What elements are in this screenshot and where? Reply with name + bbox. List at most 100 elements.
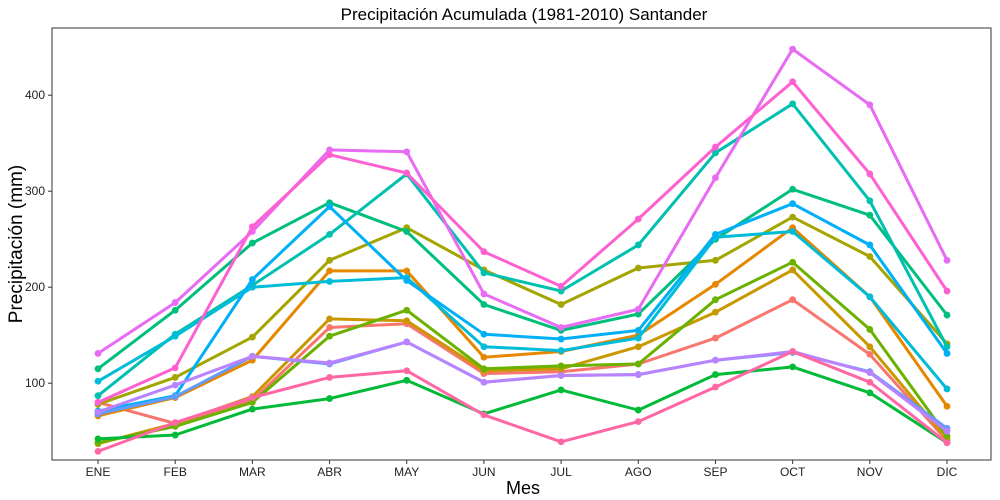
data-point xyxy=(248,399,256,406)
data-point xyxy=(712,371,719,378)
data-point xyxy=(866,343,874,351)
x-tick-label: ENE xyxy=(86,465,111,479)
data-point xyxy=(634,241,642,249)
data-point xyxy=(326,332,333,340)
y-tick-label: 100 xyxy=(25,376,45,390)
data-point xyxy=(403,267,411,275)
data-point xyxy=(866,253,874,260)
data-point xyxy=(403,306,411,314)
y-tick-label: 400 xyxy=(25,88,45,102)
data-point xyxy=(634,343,642,351)
x-axis-ticks: ENE FEB MAR ABR MAY JUN JUL AGO SEP OCT NOV DIC xyxy=(86,460,958,479)
data-point xyxy=(789,213,797,221)
data-point xyxy=(634,418,642,425)
data-point xyxy=(480,290,488,298)
data-point xyxy=(557,282,565,290)
data-point xyxy=(712,280,719,288)
x-tick-label: NOV xyxy=(857,465,883,479)
data-point xyxy=(171,364,179,372)
x-tick-label: MAY xyxy=(394,465,419,479)
series-line xyxy=(96,226,949,418)
data-point xyxy=(712,149,719,157)
data-point xyxy=(403,277,411,284)
data-point xyxy=(866,211,874,219)
data-point xyxy=(403,317,411,325)
x-axis-title: Mes xyxy=(506,478,540,498)
data-point xyxy=(403,367,411,375)
data-point xyxy=(480,330,488,338)
data-point xyxy=(712,143,719,151)
data-point xyxy=(480,353,488,361)
data-point xyxy=(634,327,642,334)
data-point xyxy=(712,256,719,264)
data-point xyxy=(248,283,256,291)
data-point xyxy=(789,78,797,86)
y-axis-title: Precipitación (mm) xyxy=(6,165,27,323)
data-point xyxy=(789,45,797,53)
data-point xyxy=(326,146,333,154)
data-point xyxy=(557,324,565,331)
series-6 xyxy=(94,363,951,447)
data-point xyxy=(171,393,179,401)
data-point xyxy=(789,200,797,208)
data-point xyxy=(866,241,874,249)
data-point xyxy=(326,395,333,402)
data-point xyxy=(403,148,411,156)
data-point xyxy=(171,299,179,306)
data-point xyxy=(557,438,565,446)
data-point xyxy=(789,266,797,274)
series-line xyxy=(96,47,949,355)
data-point xyxy=(866,389,874,397)
series-line xyxy=(96,230,949,391)
data-point xyxy=(326,278,333,285)
data-point xyxy=(712,296,719,304)
data-point xyxy=(943,402,951,410)
data-point xyxy=(557,287,565,295)
data-point xyxy=(866,378,874,386)
data-point xyxy=(866,170,874,178)
data-point xyxy=(634,215,642,223)
data-point xyxy=(326,374,333,381)
data-point xyxy=(712,308,719,316)
data-point xyxy=(943,439,951,447)
data-point xyxy=(789,228,797,235)
data-point xyxy=(171,332,179,340)
series-line xyxy=(96,365,949,445)
data-point xyxy=(712,383,719,391)
data-point xyxy=(403,376,411,384)
x-tick-label: SEP xyxy=(703,465,727,479)
series-15 xyxy=(94,348,951,455)
data-point xyxy=(480,343,488,351)
data-point xyxy=(943,343,951,351)
data-point xyxy=(94,408,102,416)
data-point xyxy=(403,338,411,346)
data-point xyxy=(634,305,642,313)
data-point xyxy=(403,169,411,177)
data-point xyxy=(866,293,874,301)
series-layer xyxy=(94,45,951,455)
series-line xyxy=(96,187,949,371)
data-point xyxy=(248,333,256,341)
data-point xyxy=(557,301,565,308)
series-line xyxy=(96,260,949,445)
data-point xyxy=(94,399,102,406)
data-point xyxy=(480,248,488,256)
data-point xyxy=(712,356,719,364)
series-14 xyxy=(94,78,951,406)
data-point xyxy=(326,203,333,210)
data-point xyxy=(943,287,951,295)
data-point xyxy=(789,363,797,371)
data-point xyxy=(94,392,102,400)
series-13 xyxy=(94,45,951,357)
plot-panel xyxy=(51,27,992,461)
data-point xyxy=(557,372,565,379)
data-point xyxy=(248,394,256,401)
data-point xyxy=(171,431,179,439)
x-tick-label: AGO xyxy=(625,465,652,479)
data-point xyxy=(634,371,642,378)
data-point xyxy=(712,174,719,182)
data-point xyxy=(248,223,256,231)
x-tick-label: ABR xyxy=(317,465,342,479)
data-point xyxy=(634,310,642,318)
